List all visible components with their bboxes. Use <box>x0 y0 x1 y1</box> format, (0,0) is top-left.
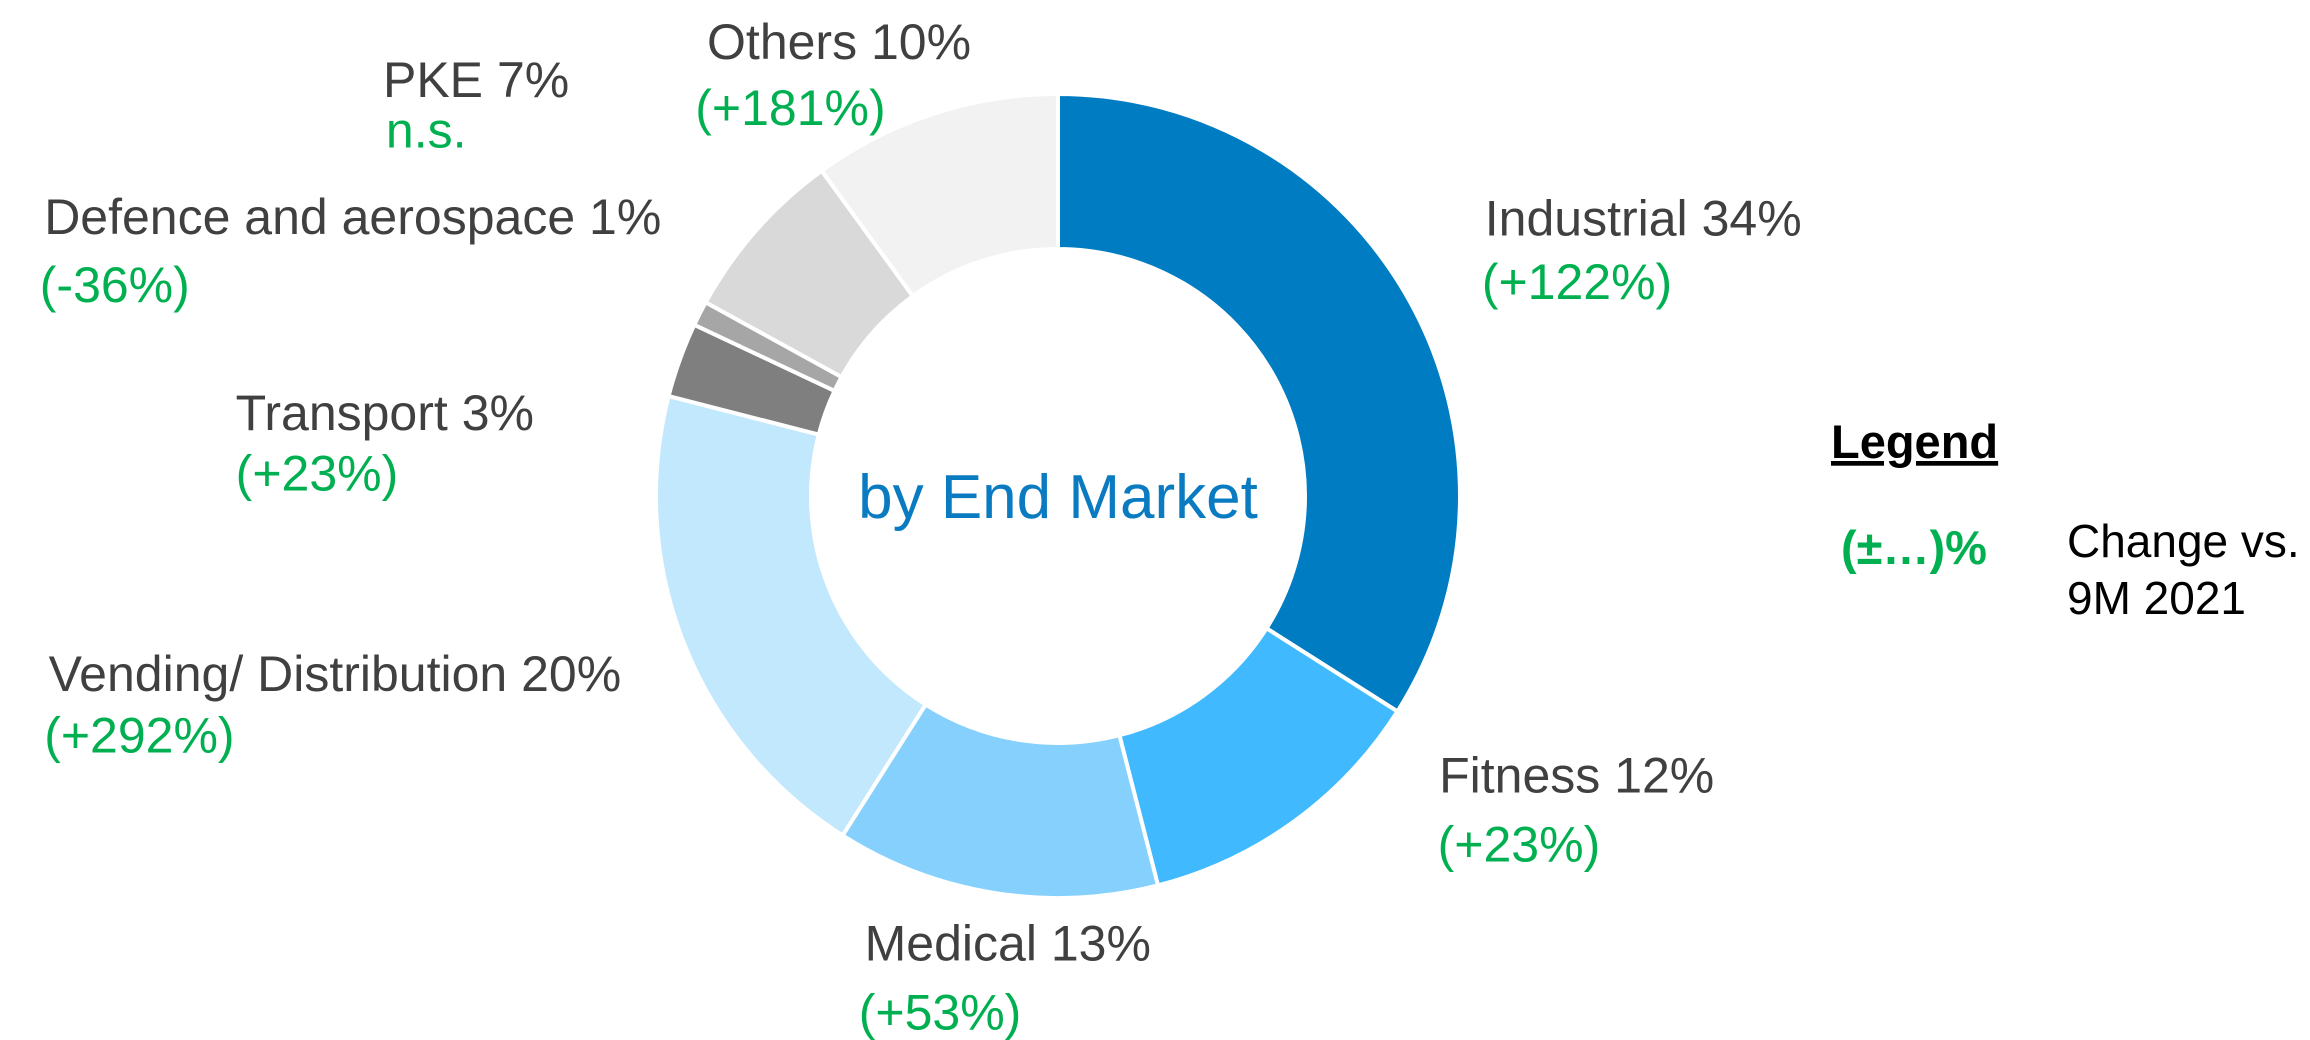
center-label: by End Market <box>858 463 1258 532</box>
value-label: 34% <box>1702 191 1802 247</box>
change-label: (+53%) <box>859 985 1022 1040</box>
donut-slice <box>818 91 1060 299</box>
change-label: (+292%) <box>44 708 234 764</box>
category-name: Defence and aerospace <box>44 189 575 245</box>
change-label: (+23%) <box>236 446 399 502</box>
change-label: n.s. <box>386 102 467 158</box>
category-name: Fitness <box>1439 747 1600 803</box>
legend-text: 9M 2021 <box>2067 572 2246 624</box>
category-name: Transport <box>236 385 448 441</box>
category-name: PKE <box>383 52 483 108</box>
value-label: 7% <box>497 52 569 108</box>
slice-label: Transport 3% <box>236 385 534 441</box>
legend-text: Change vs. <box>2067 515 2300 567</box>
value-label: 13% <box>1051 915 1151 971</box>
category-name: Medical <box>865 915 1037 971</box>
slice-label: Defence and aerospace 1% <box>44 189 661 245</box>
legend-title: Legend <box>1831 415 1998 468</box>
value-label: 12% <box>1614 747 1714 803</box>
legend-symbol: (±…)% <box>1841 521 1987 574</box>
change-label: (+122%) <box>1482 254 1672 310</box>
value-label: 20% <box>521 646 621 702</box>
slice-label: Industrial 34% <box>1485 191 1802 247</box>
change-label: (+181%) <box>695 80 885 136</box>
slice-label: Fitness 12% <box>1439 747 1714 803</box>
category-name: Industrial <box>1485 191 1688 247</box>
slice-label: Vending/ Distribution 20% <box>49 646 622 702</box>
slice-label: PKE 7% <box>383 52 569 108</box>
slice-label: Others 10% <box>707 14 971 70</box>
value-label: 3% <box>462 385 534 441</box>
value-label: 1% <box>589 189 661 245</box>
category-name: Others <box>707 14 857 70</box>
donut-slice <box>654 393 929 839</box>
donut-slice <box>1056 91 1462 715</box>
change-label: (+23%) <box>1438 817 1601 873</box>
value-label: 10% <box>871 14 971 70</box>
change-label: (-36%) <box>40 257 190 313</box>
category-name: Vending/ Distribution <box>49 646 508 702</box>
slice-label: Medical 13% <box>865 915 1151 971</box>
